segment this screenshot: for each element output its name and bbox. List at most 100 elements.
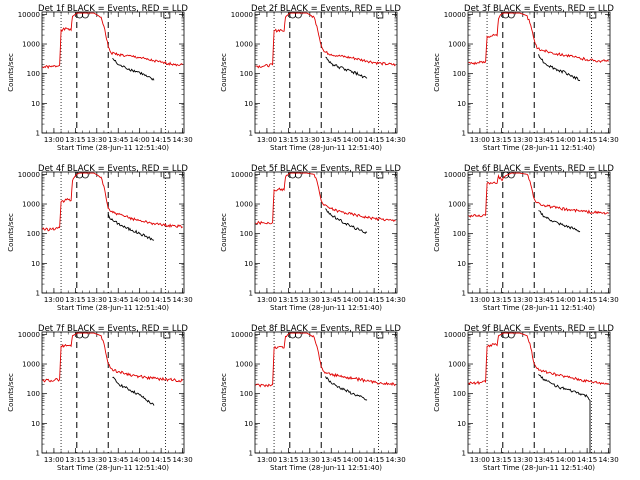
y-tick-label: 10000 — [231, 171, 253, 179]
y-axis-label: Counts/sec — [7, 213, 15, 252]
top-marker-circle — [507, 331, 515, 339]
chart-title: Det 8f BLACK = Events, RED = LLD — [251, 324, 401, 334]
x-tick-label: 14:15 — [364, 456, 384, 464]
y-tick-label: 1 — [36, 290, 40, 298]
chart-title: Det 6f BLACK = Events, RED = LLD — [464, 164, 614, 174]
chart-title: Det 9f BLACK = Events, RED = LLD — [464, 324, 614, 334]
y-tick-label: 10 — [244, 420, 253, 428]
x-tick-label: 14:00 — [556, 296, 576, 304]
x-tick-label: 13:00 — [470, 456, 490, 464]
lld-series-line — [468, 12, 609, 66]
chart-title: Det 2f BLACK = Events, RED = LLD — [251, 4, 401, 14]
x-tick-label: 13:15 — [65, 296, 85, 304]
lld-series-line — [42, 12, 183, 69]
y-tick-label: 100 — [27, 70, 40, 78]
top-marker-circle — [507, 11, 515, 19]
x-tick-label: 13:00 — [470, 296, 490, 304]
x-tick-label: 13:15 — [278, 456, 298, 464]
y-tick-label: 1 — [249, 450, 253, 458]
x-axis-label: Start Time (28-Jun-11 12:51:40) — [57, 144, 169, 152]
lld-series-line — [468, 172, 609, 218]
y-axis-label: Counts/sec — [7, 53, 15, 92]
plot-frame — [41, 331, 185, 454]
top-marker-square — [589, 11, 597, 19]
y-tick-label: 100 — [240, 230, 253, 238]
top-marker-square — [376, 171, 384, 179]
y-tick-label: 10000 — [231, 331, 253, 339]
x-tick-label: 14:15 — [577, 136, 597, 144]
lld-series-line — [42, 332, 183, 383]
y-tick-label: 10000 — [444, 11, 466, 19]
x-tick-label: 13:00 — [257, 136, 277, 144]
chart-panel-4: Det 4f BLACK = Events, RED = LLD 1 10 100 10… — [7, 164, 193, 312]
y-tick-label: 10 — [457, 420, 466, 428]
top-marker-square — [163, 171, 171, 179]
chart-title: Det 4f BLACK = Events, RED = LLD — [38, 164, 188, 174]
events-series-line — [538, 54, 581, 82]
chart-panel-2: Det 2f BLACK = Events, RED = LLD 1 10 100 10… — [220, 4, 406, 152]
x-tick-label: 13:00 — [257, 456, 277, 464]
x-tick-label: 13:45 — [321, 296, 341, 304]
chart-title: Det 1f BLACK = Events, RED = LLD — [38, 4, 188, 14]
events-series-line — [325, 376, 368, 401]
x-tick-label: 14:30 — [172, 136, 192, 144]
x-tick-label: 13:00 — [257, 296, 277, 304]
x-tick-label: 13:00 — [44, 296, 64, 304]
y-tick-label: 100 — [240, 390, 253, 398]
x-tick-label: 13:30 — [87, 296, 107, 304]
top-marker-circle — [507, 171, 515, 179]
x-tick-label: 14:15 — [577, 456, 597, 464]
x-tick-label: 14:15 — [364, 296, 384, 304]
top-marker-circle — [81, 11, 89, 19]
x-axis-label: Start Time (28-Jun-11 12:51:40) — [483, 144, 595, 152]
top-marker-circle — [294, 11, 302, 19]
y-tick-label: 10000 — [18, 11, 40, 19]
chart-title: Det 3f BLACK = Events, RED = LLD — [464, 4, 614, 14]
x-tick-label: 13:45 — [534, 136, 554, 144]
x-tick-label: 13:45 — [321, 456, 341, 464]
y-axis-label: Counts/sec — [220, 213, 228, 252]
x-tick-label: 13:30 — [300, 296, 320, 304]
y-tick-label: 100 — [27, 230, 40, 238]
x-tick-label: 14:30 — [598, 456, 618, 464]
lld-series-line — [468, 332, 609, 386]
plot-frame — [467, 171, 611, 294]
x-tick-label: 13:45 — [108, 296, 128, 304]
chart-panel-7: Det 7f BLACK = Events, RED = LLD 1 10 100 10… — [7, 324, 193, 472]
x-tick-label: 13:30 — [300, 136, 320, 144]
plot-frame — [41, 11, 185, 134]
y-tick-label: 100 — [453, 230, 466, 238]
top-marker-square — [376, 11, 384, 19]
y-tick-label: 10 — [31, 260, 40, 268]
x-tick-label: 13:15 — [491, 296, 511, 304]
y-tick-label: 1 — [36, 130, 40, 138]
y-tick-label: 1000 — [448, 41, 466, 49]
x-tick-label: 14:30 — [385, 296, 405, 304]
x-tick-label: 14:30 — [385, 136, 405, 144]
x-axis-label: Start Time (28-Jun-11 12:51:40) — [483, 304, 595, 312]
top-marker-circle — [294, 171, 302, 179]
y-tick-label: 10000 — [231, 11, 253, 19]
y-axis-label: Counts/sec — [433, 213, 441, 252]
x-tick-label: 13:00 — [44, 136, 64, 144]
y-tick-label: 10 — [457, 260, 466, 268]
x-tick-label: 14:00 — [556, 136, 576, 144]
lld-series-line — [255, 172, 396, 226]
x-tick-label: 13:30 — [513, 136, 533, 144]
x-axis-label: Start Time (28-Jun-11 12:51:40) — [57, 304, 169, 312]
x-tick-label: 13:45 — [108, 136, 128, 144]
chart-title: Det 5f BLACK = Events, RED = LLD — [251, 164, 401, 174]
x-tick-label: 13:15 — [491, 136, 511, 144]
x-tick-label: 14:00 — [130, 296, 150, 304]
y-axis-label: Counts/sec — [433, 373, 441, 412]
y-tick-label: 1000 — [235, 41, 253, 49]
x-tick-label: 14:15 — [151, 456, 171, 464]
x-tick-label: 13:45 — [534, 296, 554, 304]
x-axis-label: Start Time (28-Jun-11 12:51:40) — [270, 304, 382, 312]
events-series-line — [538, 210, 581, 233]
y-tick-label: 10 — [31, 100, 40, 108]
y-tick-label: 10000 — [444, 331, 466, 339]
y-tick-label: 10000 — [444, 171, 466, 179]
y-tick-label: 1 — [249, 130, 253, 138]
plot-frame — [467, 11, 611, 134]
